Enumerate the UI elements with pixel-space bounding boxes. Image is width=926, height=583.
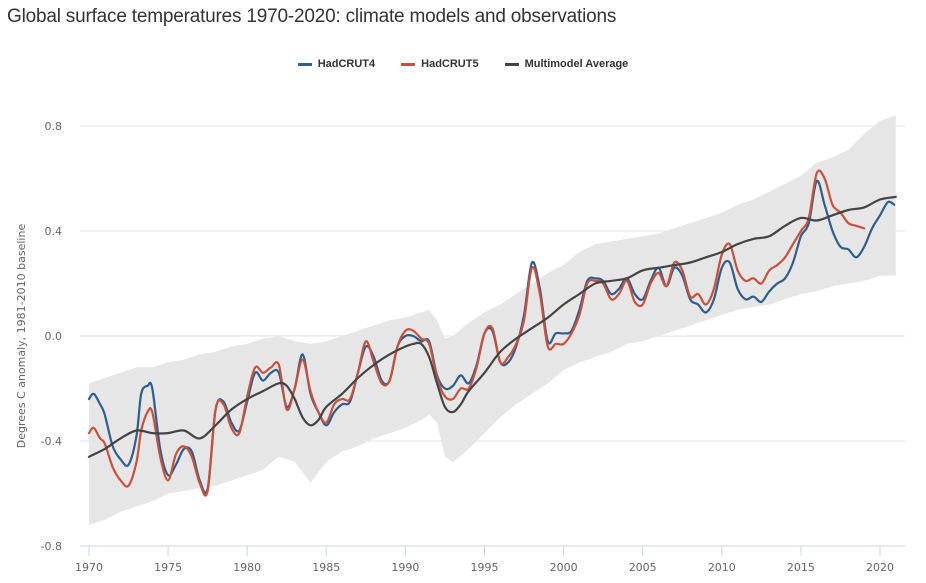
x-tick-label: 1985: [312, 561, 340, 574]
y-axis-title: Degrees C anomaly, 1981-2010 baseline: [15, 224, 28, 449]
legend-swatch-hadcrut5: [401, 62, 416, 66]
legend-item-hadcrut5[interactable]: HadCRUT5: [401, 58, 479, 70]
x-tick-label: 1980: [233, 561, 261, 574]
y-tick-label: 0.0: [45, 330, 63, 343]
legend-item-multimodel-average[interactable]: Multimodel Average: [504, 58, 629, 70]
legend-label-hadcrut4: HadCRUT4: [317, 58, 376, 70]
y-axis: -0.8 -0.4 0.0 0.4 0.8: [41, 120, 62, 553]
x-axis: 1970 1975 1980 1985 1990 1995 2000 2005 2010 2015…: [75, 546, 894, 574]
series-line-multimodel-average: [87, 195, 897, 458]
y-tick-label: -0.8: [41, 540, 62, 553]
y-tick-label: 0.4: [45, 225, 63, 238]
chart-title: Global surface temperatures 1970-2020: c…: [7, 6, 617, 27]
x-tick-label: 1970: [75, 561, 103, 574]
x-tick-label: 1975: [154, 561, 182, 574]
y-tick-label: 0.8: [45, 120, 63, 133]
x-tick-label: 2010: [708, 561, 736, 574]
x-tick-label: 2000: [550, 561, 578, 574]
x-tick-label: 2005: [629, 561, 657, 574]
x-tick-label: 2015: [787, 561, 815, 574]
x-tick-label: 1990: [391, 561, 419, 574]
y-tick-label: -0.4: [41, 435, 62, 448]
series-lines: [87, 169, 897, 497]
legend-swatch-hadcrut4: [297, 62, 312, 66]
legend-swatch-multimodel-average: [504, 62, 519, 66]
series-line-hadcrut5: [87, 169, 866, 497]
legend-item-hadcrut4[interactable]: HadCRUT4: [297, 58, 376, 70]
model-range-area: [89, 115, 896, 525]
legend: HadCRUT4 HadCRUT5 Multimodel Average: [0, 58, 926, 70]
model-range-band: [89, 115, 896, 525]
x-tick-label: 1995: [471, 561, 499, 574]
x-tick-label: 2020: [866, 561, 894, 574]
legend-label-multimodel-average: Multimodel Average: [524, 58, 629, 70]
legend-label-hadcrut5: HadCRUT5: [421, 58, 479, 70]
